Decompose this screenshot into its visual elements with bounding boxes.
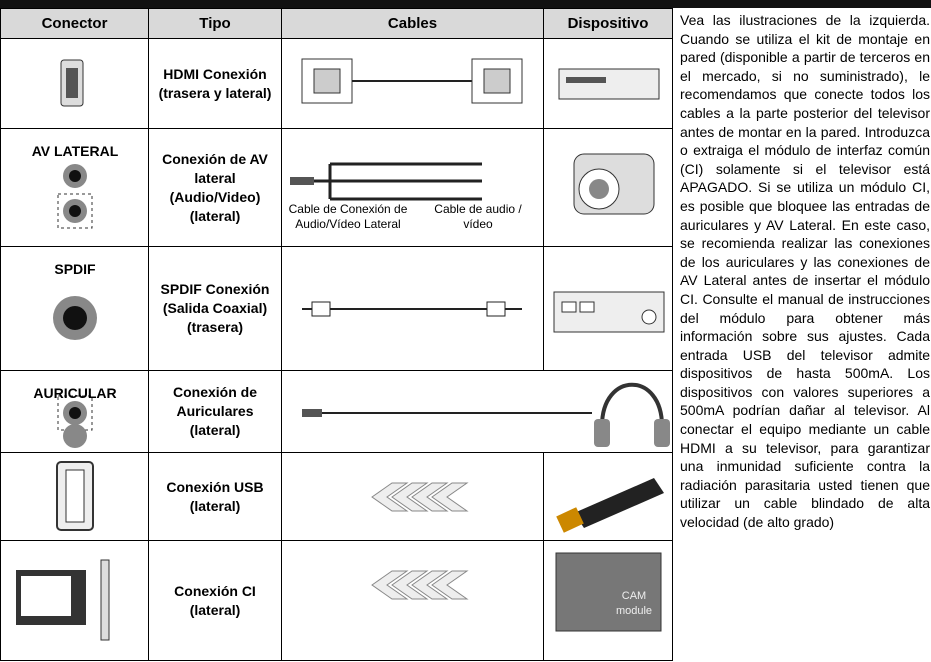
cable-icon: [302, 301, 522, 317]
connector-icon: [52, 296, 97, 340]
connector-cell: AURICULAR: [0, 370, 149, 453]
connector-label: AURICULAR: [33, 385, 117, 401]
connector-cell: [0, 452, 149, 541]
type-cell: HDMI Conexión (trasera y lateral): [148, 38, 282, 129]
header-cell: Conector: [0, 8, 149, 39]
device-icon: [555, 552, 662, 632]
connector-icon: [55, 461, 94, 531]
device-label: CAM module: [615, 590, 653, 617]
device-cell: [543, 38, 673, 129]
cable-icon: [302, 382, 670, 447]
header-cell: Tipo: [148, 8, 282, 39]
connector-icon: [57, 395, 92, 448]
side-text: Vea las ilustraciones de la izquierda. C…: [680, 12, 930, 531]
cable-cell: [281, 370, 673, 453]
connector-cell: SPDIF: [0, 246, 149, 371]
type-cell: Conexión de AV lateral (Audio/Video) (la…: [148, 128, 282, 247]
connector-icon: [60, 59, 83, 107]
top-bar: [0, 0, 931, 8]
device-icon: [573, 153, 655, 215]
cable-cell: [281, 540, 544, 661]
cable-icon: [371, 570, 469, 600]
cable-label: Cable de Conexión de Audio/Vídeo Lateral: [288, 202, 408, 231]
header-cell: Dispositivo: [543, 8, 673, 39]
connector-cell: [0, 38, 149, 129]
device-icon: [558, 68, 660, 100]
cable-icon: [301, 58, 523, 104]
connector-cell: AV LATERAL: [0, 128, 149, 247]
connector-label: SPDIF: [54, 261, 96, 277]
connector-icon: [57, 164, 92, 229]
cable-cell: [281, 38, 544, 129]
cable-icon: [371, 482, 469, 512]
connector-icon: [15, 559, 109, 641]
cable-icon: [290, 162, 482, 201]
type-cell: Conexión USB (lateral): [148, 452, 282, 541]
cable-cell: [281, 246, 544, 371]
cable-cell: [281, 452, 544, 541]
device-cell: [543, 128, 673, 247]
device-cell: [543, 452, 673, 541]
type-cell: Conexión CI (lateral): [148, 540, 282, 661]
device-cell: [543, 246, 673, 371]
type-cell: SPDIF Conexión (Salida Coaxial) (trasera…: [148, 246, 282, 371]
connector-cell: [0, 540, 149, 661]
device-icon: [553, 291, 665, 333]
device-icon: [556, 478, 664, 533]
connector-label: AV LATERAL: [31, 143, 119, 159]
cable-cell: Cable de Conexión de Audio/Vídeo Lateral…: [281, 128, 544, 247]
header-cell: Cables: [281, 8, 544, 39]
cable-label: Cable de audio / vídeo: [434, 202, 522, 231]
device-cell: CAM module: [543, 540, 673, 661]
type-cell: Conexión de Auriculares (lateral): [148, 370, 282, 453]
